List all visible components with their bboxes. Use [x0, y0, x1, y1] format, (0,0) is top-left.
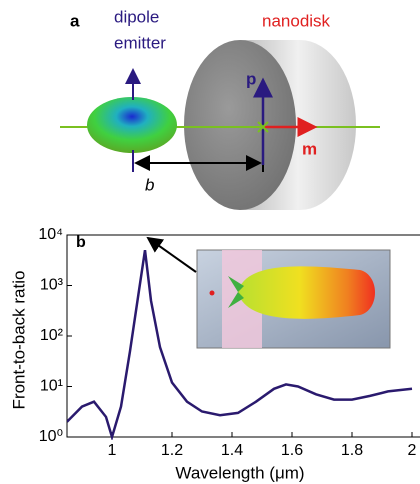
x-tick-label: 1 — [108, 442, 117, 459]
y-axis-label: Front-to-back ratio — [9, 271, 28, 410]
dipole-label: dipole — [114, 7, 159, 26]
p-label: p — [246, 69, 256, 88]
panel-label: b — [76, 234, 86, 251]
x-axis-label: Wavelength (μm) — [175, 463, 304, 482]
panel-b: b Front-to-back ratio Wavelength (μm) 10… — [9, 226, 420, 482]
inset-dipole — [209, 290, 215, 296]
y-tick-label: 10³ — [40, 277, 64, 294]
y-tick-label: 10² — [40, 327, 64, 344]
x-tick-label: 1.8 — [341, 442, 363, 459]
y-tick-label: 10⁰ — [39, 428, 63, 445]
x-tick-label: 2 — [408, 442, 417, 459]
distance-label: b — [145, 175, 154, 194]
x-tick-label: 1.2 — [161, 442, 183, 459]
dipole-label: emitter — [114, 33, 166, 52]
inset-backlobe — [228, 276, 244, 308]
disk-face — [184, 40, 296, 210]
inset-arrow — [146, 236, 197, 273]
inset-pattern — [238, 266, 375, 319]
center-mark — [257, 121, 269, 133]
panel-label: a — [70, 11, 80, 30]
m-label: m — [302, 139, 317, 158]
disk-label: nanodisk — [262, 11, 331, 30]
x-tick-label: 1.4 — [221, 442, 243, 459]
dipole-pattern — [87, 97, 177, 153]
panel-a: a dipole emitter nanodisk p m b — [60, 7, 380, 210]
line — [67, 250, 413, 440]
y-tick-label: 10⁴ — [38, 226, 63, 243]
y-tick-label: 10¹ — [40, 378, 63, 395]
x-tick-label: 1.6 — [281, 442, 303, 459]
